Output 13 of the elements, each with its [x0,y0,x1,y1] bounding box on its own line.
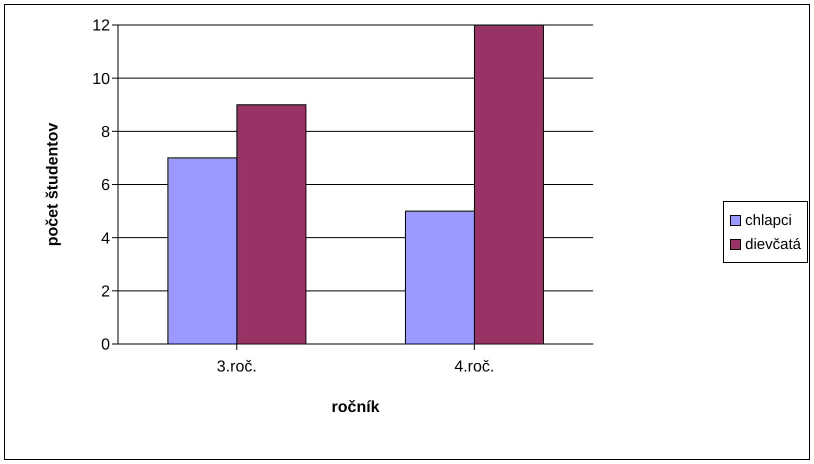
x-tick-label: 3.roč. [216,358,257,376]
y-tick-label: 2 [101,284,110,301]
y-axis-title: počet študentov [44,122,62,246]
y-tick-label: 10 [92,70,110,88]
y-tick-label: 0 [101,336,110,354]
y-tick-label: 8 [101,124,110,142]
legend-label: dievčatá [745,236,801,252]
y-tick-label: 4 [101,230,110,248]
y-tick-label: 6 [101,177,110,194]
x-axis-title: ročník [332,399,380,416]
y-tick-label: 12 [92,18,110,35]
x-tick-label: 4.roč. [454,358,494,376]
legend-label: chlapci [745,212,792,228]
